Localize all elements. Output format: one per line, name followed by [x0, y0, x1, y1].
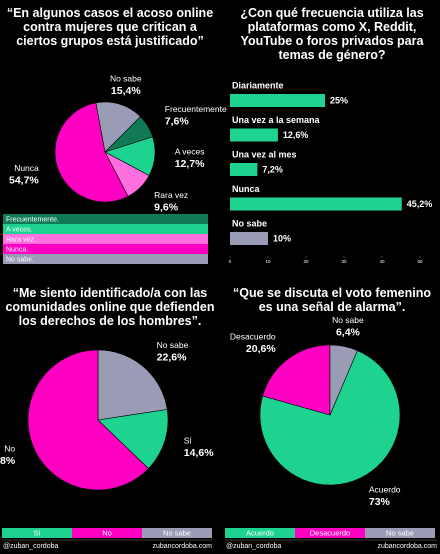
- footer-site: zubancordoba.com: [152, 543, 212, 550]
- footer-site: zubancordoba.com: [377, 543, 437, 550]
- slice-value: 73%: [369, 496, 391, 508]
- bar: [230, 128, 278, 142]
- pie-slice: [54, 102, 129, 203]
- legend-label: No sabe: [386, 528, 414, 537]
- bar-value: 25%: [330, 95, 348, 105]
- bar-category: Una vez al mes: [232, 149, 297, 159]
- slice-value: 20,6%: [246, 343, 276, 355]
- slice-value: 54,7%: [9, 174, 39, 186]
- legend-label: Acuerdo: [246, 528, 274, 537]
- slice-label: Desacuerdo: [230, 331, 276, 341]
- slice-label: No: [4, 443, 15, 453]
- slice-label: Nunca: [14, 163, 39, 173]
- slice-value: 14,6%: [184, 447, 214, 459]
- bar: [230, 232, 268, 245]
- legend-swatch: [3, 224, 208, 234]
- slice-value: 15,4%: [111, 85, 141, 97]
- slice-label: A veces: [175, 147, 205, 157]
- legend-swatch: [3, 254, 208, 264]
- pie-slice: [95, 101, 141, 153]
- slice-label: Acuerdo: [369, 484, 401, 494]
- bar-value: 10%: [273, 233, 291, 243]
- slice-label: No sabe: [110, 73, 142, 83]
- legend-label: Rara vez.: [6, 236, 36, 243]
- pie-slice: [97, 409, 169, 469]
- pie-slice: [97, 349, 168, 421]
- chart-title: “En algunos casos el acoso online contra…: [6, 6, 214, 48]
- slice-label: Frecuentemente: [165, 104, 227, 114]
- slice-value: 12,7%: [175, 158, 205, 170]
- footer-handle: @zuban_cordoba: [226, 543, 281, 550]
- chart-title: “Que se discuta el voto femenino es una …: [233, 286, 431, 314]
- bar: [230, 163, 258, 176]
- bar-category: Una vez a la semana: [232, 115, 321, 125]
- footer-handle: @zuban_cordoba: [3, 543, 58, 550]
- bar-category: Nunca: [232, 184, 261, 194]
- slice-label: Rara vez: [154, 190, 188, 200]
- legend-label: No: [102, 528, 112, 537]
- chart-title: “Me siento identificado/a con las comuni…: [5, 286, 215, 328]
- x-tick-label: 20: [303, 259, 309, 264]
- pie-slice: [259, 350, 401, 486]
- slice-value: 6,4%: [336, 327, 361, 339]
- bar: [230, 94, 325, 107]
- legend-swatch: [2, 528, 72, 538]
- slice-value: 9,6%: [154, 202, 179, 214]
- legend-swatch: [225, 528, 295, 538]
- bar-value: 45,2%: [407, 199, 433, 209]
- legend-swatch: [365, 528, 435, 538]
- pie-slice: [27, 349, 149, 491]
- legend-label: Nunca.: [6, 246, 28, 253]
- slice-label: No sabe: [332, 315, 364, 325]
- bar-category: No sabe: [232, 218, 267, 228]
- slice-value: 22,6%: [157, 352, 187, 364]
- legend-label: No sabe: [163, 528, 191, 537]
- legend-label: A veces.: [6, 226, 33, 233]
- legend-swatch: [3, 214, 208, 224]
- x-tick-label: 50: [417, 259, 423, 264]
- slice-label: No sabe: [157, 340, 189, 350]
- legend-label: Frecuentemente.: [6, 216, 59, 223]
- x-tick-label: 30: [341, 259, 347, 264]
- bar-value: 12,6%: [283, 130, 309, 140]
- bar-value: 7,2%: [262, 164, 283, 174]
- x-tick-label: 0: [229, 259, 232, 264]
- legend-swatch: [295, 528, 365, 538]
- legend-swatch: [3, 244, 208, 254]
- legend-label: Desacuerdo: [310, 528, 350, 537]
- legend-swatch: [3, 234, 208, 244]
- bar-category: Diariamente: [232, 80, 284, 90]
- legend-swatch: [72, 528, 142, 538]
- x-tick-label: 40: [379, 259, 385, 264]
- bar: [230, 197, 402, 211]
- slice-value: 7,6%: [165, 115, 190, 127]
- slice-label: Sí: [184, 436, 193, 446]
- legend-label: Sí: [33, 528, 41, 537]
- x-tick-label: 10: [265, 259, 271, 264]
- pie-slice: [262, 344, 331, 416]
- chart-title: ¿Con qué frecuencia utiliza las platafor…: [240, 6, 424, 62]
- slice-value: 62,8%: [0, 455, 16, 467]
- legend-swatch: [142, 528, 212, 538]
- pie-slice: [329, 344, 358, 416]
- legend-label: No sabe.: [6, 256, 34, 263]
